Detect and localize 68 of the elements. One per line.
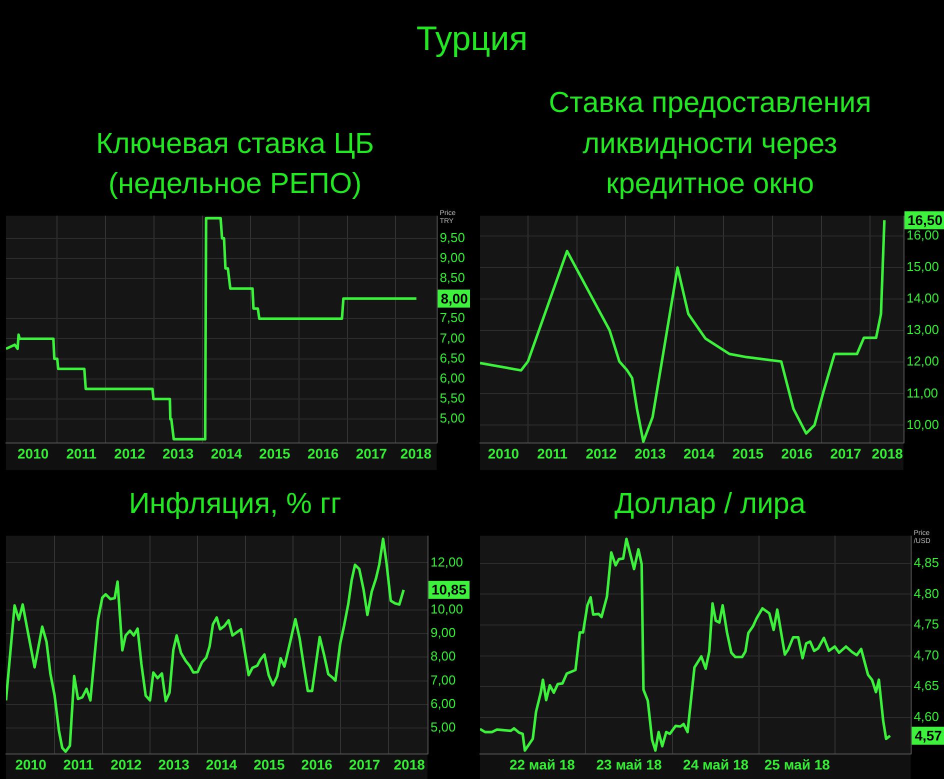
y-tick-label: 9,00 xyxy=(430,625,456,640)
chart-title: Ставка предоставления ликвидности через кредитное окно xyxy=(548,86,872,202)
y-tick-label: 12,00 xyxy=(430,554,464,570)
text: Турция xyxy=(416,19,528,60)
annotation: 4,57 xyxy=(914,728,942,744)
x-tick-label: 2017 xyxy=(348,756,380,772)
x-tick-label: 2011 xyxy=(66,445,97,462)
x-tick-label: 2010 xyxy=(15,756,47,772)
x-tick-label: 2013 xyxy=(162,445,194,462)
y-tick-label: 8,00 xyxy=(430,648,456,664)
x-tick-label: 2018 xyxy=(872,445,904,462)
chart-title: Ключевая ставка ЦБ (недельное РЕПО) xyxy=(94,126,376,202)
x-tick-label: 2015 xyxy=(732,445,764,462)
y-tick-label: 12,00 xyxy=(906,354,940,369)
y-tick-label: 13,00 xyxy=(906,322,940,338)
y-tick-label: 4,75 xyxy=(914,616,940,632)
x-tick-label: 2012 xyxy=(114,445,146,462)
x-tick-label: 2014 xyxy=(206,756,238,772)
y-tick-label: 15,00 xyxy=(906,259,940,274)
y-tick-label: 7,50 xyxy=(440,310,466,326)
x-tick-label: 22 май 18 xyxy=(509,756,576,772)
x-tick-label: 2010 xyxy=(488,445,520,462)
y-tick-label: 8,50 xyxy=(440,270,466,286)
y-tick-label: 6,50 xyxy=(440,350,466,366)
y-tick-label: 5,00 xyxy=(430,720,456,735)
chart-title: Инфляция, % гг xyxy=(128,487,342,522)
x-tick-label: 2013 xyxy=(634,445,666,462)
x-tick-label: 2018 xyxy=(400,445,432,462)
annotation: 16,50 xyxy=(907,212,943,228)
y-tick-label: 4,70 xyxy=(914,647,940,662)
y-tick-label: 14,00 xyxy=(906,290,940,306)
y-tick-label: 4,60 xyxy=(914,708,940,724)
y-tick-label: 7,00 xyxy=(430,672,456,688)
x-tick-label: 24 май 18 xyxy=(683,756,749,772)
annotation: 10,85 xyxy=(431,582,467,598)
x-tick-label: 2015 xyxy=(259,445,291,462)
x-tick-label: 2011 xyxy=(63,756,94,772)
x-tick-label: 2018 xyxy=(394,756,426,772)
x-tick-label: 2017 xyxy=(356,445,388,462)
y-tick-label: 5,00 xyxy=(440,410,466,426)
x-tick-label: 2015 xyxy=(254,756,285,772)
x-tick-label: 2017 xyxy=(830,445,862,462)
x-tick-label: 2016 xyxy=(781,445,813,462)
y-tick-label: 11,00 xyxy=(906,385,938,400)
chart-title: Доллар / лира xyxy=(614,487,806,522)
y-tick-label: 7,00 xyxy=(440,330,466,346)
y-tick-label: 9,50 xyxy=(440,230,466,245)
x-tick-label: 2013 xyxy=(158,756,190,772)
y-tick-label: 6,00 xyxy=(440,370,466,386)
y-tick-label: 4,80 xyxy=(914,586,940,601)
x-tick-label: 25 май 18 xyxy=(764,756,830,772)
y-tick-label: 4,85 xyxy=(914,555,940,570)
y-tick-label: 6,00 xyxy=(430,696,456,711)
x-tick-label: 2016 xyxy=(308,445,339,462)
x-tick-label: 2011 xyxy=(537,445,568,462)
x-tick-label: 2012 xyxy=(586,445,618,462)
y-tick-label: 10,00 xyxy=(906,416,940,432)
y-tick-label: 10,00 xyxy=(430,602,464,617)
y-tick-label: 4,65 xyxy=(914,678,940,694)
x-tick-label: 23 май 18 xyxy=(596,756,662,772)
y-tick-label: 16,00 xyxy=(906,228,940,243)
x-tick-label: 2014 xyxy=(683,445,715,462)
y-tick-label: 9,00 xyxy=(440,250,466,265)
y-tick-label: 5,50 xyxy=(440,390,466,406)
x-tick-label: 2010 xyxy=(17,445,49,462)
x-tick-label: 2016 xyxy=(301,756,333,772)
x-tick-label: 2012 xyxy=(110,756,142,772)
x-tick-label: 2014 xyxy=(210,445,242,462)
